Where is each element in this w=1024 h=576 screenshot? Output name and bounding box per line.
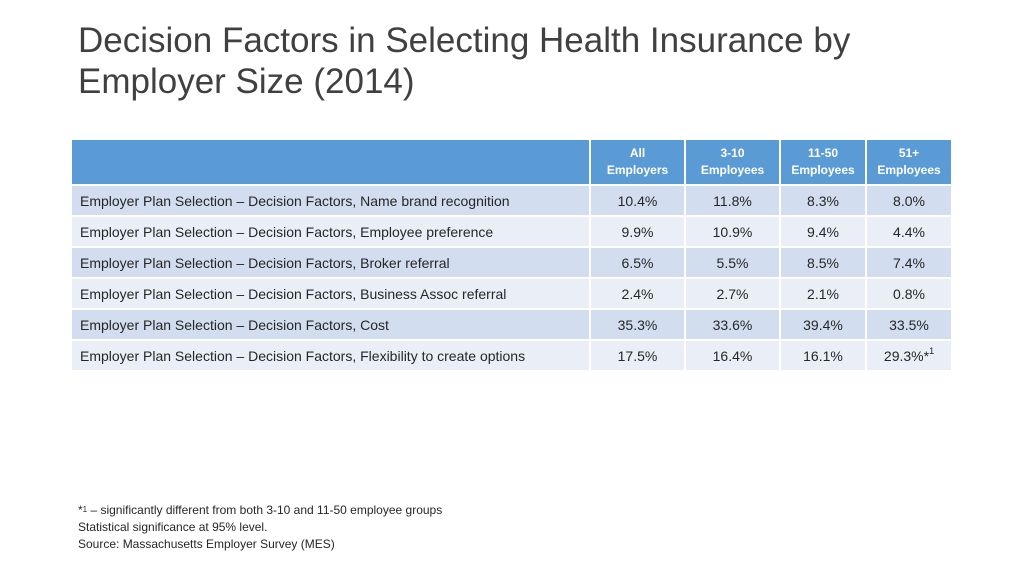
cell-3-10-employees: 11.8% xyxy=(686,186,779,217)
cell-3-10-employees: 2.7% xyxy=(686,279,779,310)
slide-title: Decision Factors in Selecting Health Ins… xyxy=(78,20,978,102)
table-row: Employer Plan Selection – Decision Facto… xyxy=(72,248,951,279)
header-cell-51-plus-employees: 51+ Employees xyxy=(867,140,951,186)
row-label: Employer Plan Selection – Decision Facto… xyxy=(72,217,589,248)
table-row: Employer Plan Selection – Decision Facto… xyxy=(72,217,951,248)
cell-51-plus-employees: 8.0% xyxy=(867,186,951,217)
source-note: Source: Massachusetts Employer Survey (M… xyxy=(78,537,335,551)
decision-factors-table: All Employers 3-10 Employees 11-50 Employee… xyxy=(70,140,953,372)
cell-3-10-employees: 33.6% xyxy=(686,310,779,341)
cell-all-employers: 10.4% xyxy=(591,186,684,217)
cell-3-10-employees: 16.4% xyxy=(686,341,779,372)
cell-3-10-employees: 10.9% xyxy=(686,217,779,248)
cell-11-50-employees: 2.1% xyxy=(781,279,865,310)
cell-11-50-employees: 9.4% xyxy=(781,217,865,248)
footnote-asterisk: * xyxy=(78,503,83,517)
cell-3-10-employees: 5.5% xyxy=(686,248,779,279)
cell-11-50-employees: 8.5% xyxy=(781,248,865,279)
cell-all-employers: 6.5% xyxy=(591,248,684,279)
row-label: Employer Plan Selection – Decision Facto… xyxy=(72,186,589,217)
footnote-text: – significantly different from both 3-10… xyxy=(87,503,443,517)
slide-title-line-1: Decision Factors in Selecting Health Ins… xyxy=(78,21,851,60)
table-row: Employer Plan Selection – Decision Facto… xyxy=(72,310,951,341)
cell-all-employers: 9.9% xyxy=(591,217,684,248)
row-label: Employer Plan Selection – Decision Facto… xyxy=(72,341,589,372)
header-cell-all-employers: All Employers xyxy=(591,140,684,186)
cell-51-plus-employees: 4.4% xyxy=(867,217,951,248)
cell-all-employers: 35.3% xyxy=(591,310,684,341)
table-header-row: All Employers 3-10 Employees 11-50 Employee… xyxy=(72,140,951,186)
row-label: Employer Plan Selection – Decision Facto… xyxy=(72,310,589,341)
row-label: Employer Plan Selection – Decision Facto… xyxy=(72,248,589,279)
cell-11-50-employees: 8.3% xyxy=(781,186,865,217)
header-cell-factor xyxy=(72,140,589,186)
slide-title-line-2: Employer Size (2014) xyxy=(78,62,415,101)
cell-value: 29.3%* xyxy=(883,347,930,364)
header-cell-11-50-employees: 11-50 Employees xyxy=(781,140,865,186)
cell-51-plus-employees: 0.8% xyxy=(867,279,951,310)
footnote-line: *1 – significantly different from both 3… xyxy=(78,502,442,519)
cell-11-50-employees: 39.4% xyxy=(781,310,865,341)
cell-51-plus-employees-marked: 29.3%*1 xyxy=(867,341,951,372)
cell-51-plus-employees: 33.5% xyxy=(867,310,951,341)
slide-notes: *1 – significantly different from both 3… xyxy=(78,502,442,553)
table-row: Employer Plan Selection – Decision Facto… xyxy=(72,186,951,217)
footnote-sup: 1 xyxy=(82,505,88,514)
footnote-marker-sup: 1 xyxy=(929,345,935,356)
cell-all-employers: 2.4% xyxy=(591,279,684,310)
table-row: Employer Plan Selection – Decision Facto… xyxy=(72,341,951,372)
cell-all-employers: 17.5% xyxy=(591,341,684,372)
cell-11-50-employees: 16.1% xyxy=(781,341,865,372)
row-label: Employer Plan Selection – Decision Facto… xyxy=(72,279,589,310)
header-cell-3-10-employees: 3-10 Employees xyxy=(686,140,779,186)
significance-note: Statistical significance at 95% level. xyxy=(78,520,268,534)
cell-51-plus-employees: 7.4% xyxy=(867,248,951,279)
table-row: Employer Plan Selection – Decision Facto… xyxy=(72,279,951,310)
